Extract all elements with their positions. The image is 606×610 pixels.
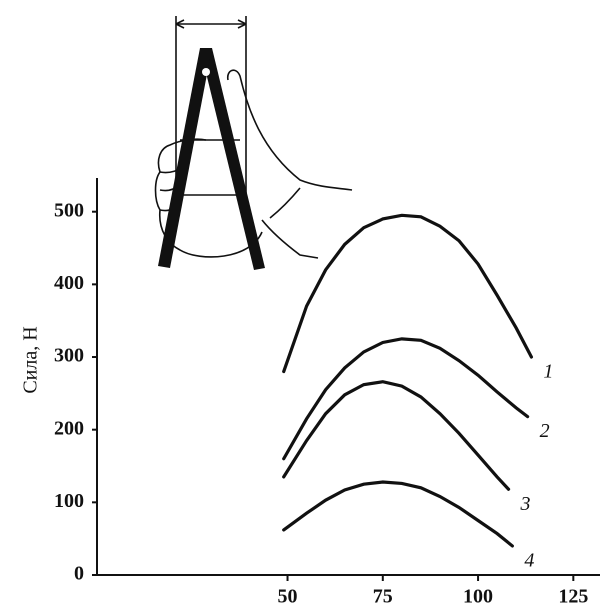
caliper-illustration (156, 16, 353, 270)
y-tick-label: 100 (54, 490, 84, 512)
curve-label: 3 (520, 493, 531, 515)
y-tick-label: 400 (54, 272, 84, 294)
y-axis-label: Сила, Н (20, 326, 42, 393)
curve-label: 4 (524, 550, 534, 572)
x-tick-label: 100 (463, 586, 493, 608)
curve-label: 1 (543, 361, 553, 383)
y-tick-label: 500 (54, 199, 84, 221)
x-tick-label: 125 (558, 586, 588, 608)
y-tick-label: 300 (54, 345, 84, 367)
curve-label: 2 (540, 420, 550, 442)
x-tick-label: 50 (278, 586, 298, 608)
curve (284, 215, 532, 371)
page: {"chart_data": {"type": "line", "y_label… (0, 0, 606, 610)
y-tick-label: 0 (74, 563, 84, 585)
curve (284, 382, 509, 490)
curve (284, 339, 528, 459)
x-tick-label: 75 (373, 586, 393, 608)
y-tick-label: 200 (54, 417, 84, 439)
curve (284, 482, 513, 546)
chart: Сила, Н 0 100 200 300 400 500 50 75 100 125 1 2 3 4 (0, 0, 606, 610)
